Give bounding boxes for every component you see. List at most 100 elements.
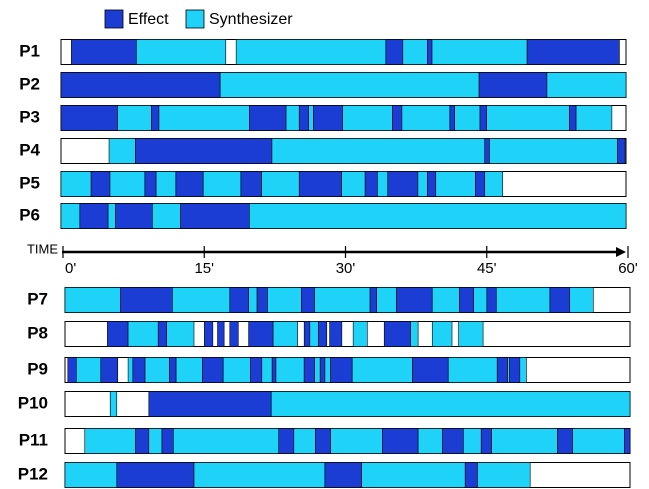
- segment: [361, 462, 466, 488]
- segment: [204, 321, 214, 347]
- segment: [318, 321, 328, 347]
- segment: [427, 39, 433, 65]
- segment: [454, 105, 481, 131]
- row-label: P6: [19, 205, 40, 224]
- segment: [135, 428, 150, 454]
- segment: [161, 428, 174, 454]
- segment: [202, 171, 242, 197]
- segment: [484, 171, 503, 197]
- segment: [169, 357, 177, 383]
- segment: [431, 321, 453, 347]
- row-label: P10: [18, 393, 48, 412]
- segment: [157, 321, 168, 347]
- segment: [180, 203, 250, 229]
- tick-label: 30': [336, 260, 356, 277]
- segment: [278, 428, 295, 454]
- segment: [364, 171, 378, 197]
- axis-label: TIME: [27, 241, 58, 256]
- segment: [410, 321, 419, 347]
- tick-label: 0': [65, 260, 76, 277]
- row-label: P2: [19, 74, 40, 93]
- legend-label: Synthesizer: [209, 11, 293, 28]
- segment: [108, 138, 136, 164]
- segment: [575, 105, 613, 131]
- segment: [152, 203, 181, 229]
- row-label: P9: [27, 359, 48, 378]
- segment: [401, 105, 451, 131]
- segment: [272, 321, 298, 347]
- segment: [324, 462, 362, 488]
- segment: [60, 105, 118, 131]
- segment: [144, 357, 170, 383]
- segment: [382, 428, 419, 454]
- segment: [127, 321, 159, 347]
- segment: [135, 138, 273, 164]
- row-label: P5: [19, 173, 40, 192]
- segment: [473, 287, 488, 313]
- segment: [509, 357, 521, 383]
- segment: [417, 428, 443, 454]
- segment: [385, 39, 404, 65]
- segment: [100, 357, 119, 383]
- segment: [285, 105, 300, 131]
- segment: [249, 105, 287, 131]
- segment: [392, 105, 403, 131]
- segment: [546, 72, 627, 98]
- segment: [479, 105, 487, 131]
- segment: [369, 287, 377, 313]
- segment: [193, 462, 326, 488]
- segment: [383, 321, 411, 347]
- segment: [127, 357, 134, 383]
- segment: [459, 287, 474, 313]
- segment: [447, 357, 498, 383]
- segment: [267, 287, 302, 313]
- segment: [136, 39, 227, 65]
- segment: [229, 321, 239, 347]
- segment: [314, 357, 321, 383]
- segment: [217, 321, 225, 347]
- segment: [76, 357, 102, 383]
- segment: [557, 428, 573, 454]
- segment: [549, 287, 571, 313]
- segment: [458, 321, 484, 347]
- legend-swatch: [185, 9, 205, 29]
- segment: [431, 39, 528, 65]
- segment: [319, 357, 326, 383]
- segment: [484, 138, 490, 164]
- segment: [271, 357, 277, 383]
- segment: [109, 391, 118, 417]
- segment: [486, 287, 497, 313]
- segment: [222, 357, 251, 383]
- row-label: P4: [19, 140, 40, 159]
- segment: [329, 321, 343, 347]
- segment: [352, 321, 368, 347]
- segment: [303, 357, 315, 383]
- segment: [308, 105, 314, 131]
- segment: [248, 287, 258, 313]
- segment: [132, 357, 146, 383]
- segment: [313, 105, 343, 131]
- segment: [64, 287, 121, 313]
- segment: [219, 72, 480, 98]
- segment: [248, 321, 274, 347]
- segment: [298, 171, 342, 197]
- segment: [495, 287, 551, 313]
- segment: [396, 287, 433, 313]
- row-label: P7: [27, 289, 48, 308]
- segment: [449, 105, 455, 131]
- segment: [71, 39, 137, 65]
- tick-label: 15': [194, 260, 214, 277]
- segment: [351, 357, 413, 383]
- segment: [115, 203, 153, 229]
- segment: [387, 171, 419, 197]
- segment: [314, 287, 371, 313]
- segment: [235, 39, 387, 65]
- segment: [478, 72, 548, 98]
- segment: [60, 203, 81, 229]
- row-label: P3: [19, 107, 40, 126]
- segment: [402, 39, 428, 65]
- row-label: P12: [18, 464, 48, 483]
- segment: [293, 428, 316, 454]
- segment: [431, 287, 460, 313]
